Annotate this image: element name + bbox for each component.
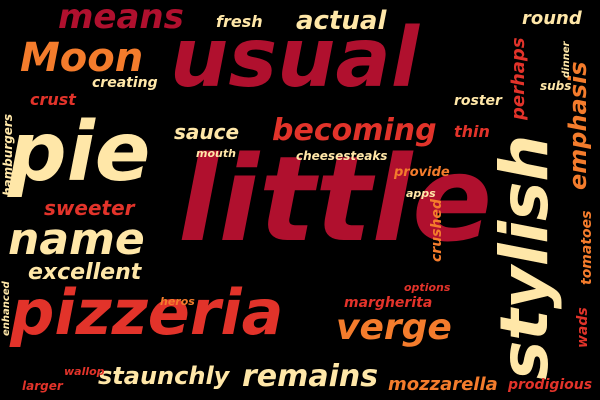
- word-mozzarella: mozzarella: [388, 374, 498, 395]
- word-roster: roster: [454, 93, 502, 109]
- word-prodigious: prodigious: [508, 377, 593, 393]
- word-thin: thin: [454, 122, 490, 141]
- word-mouth: mouth: [196, 147, 236, 160]
- word-excellent: excellent: [28, 260, 142, 285]
- word-heros: heros: [160, 295, 195, 308]
- word-dinner: dinner: [561, 41, 572, 78]
- word-perhaps: perhaps: [508, 37, 529, 120]
- word-wads: wads: [575, 307, 591, 348]
- word-hamburgers: hamburgers: [1, 114, 15, 196]
- word-options: options: [404, 281, 451, 294]
- word-crust: crust: [30, 90, 76, 109]
- word-wallop: wallop: [64, 365, 105, 378]
- word-crushed: crushed: [429, 199, 445, 262]
- word-creating: creating: [92, 75, 158, 91]
- word-round: round: [522, 8, 582, 29]
- word-fresh: fresh: [216, 12, 263, 31]
- word-sauce: sauce: [174, 120, 240, 144]
- word-tomatoes: tomatoes: [579, 210, 595, 285]
- word-moon: Moon: [20, 35, 144, 81]
- word-cheesesteaks: cheesesteaks: [296, 149, 388, 163]
- word-stylish: stylish: [486, 134, 563, 380]
- word-apps: apps: [406, 187, 436, 200]
- word-subs: subs: [540, 79, 572, 93]
- word-pie: pie: [8, 105, 151, 200]
- word-provide: provide: [394, 165, 450, 180]
- word-verge: verge: [336, 307, 452, 348]
- word-little: little: [178, 130, 493, 268]
- word-staunchly: staunchly: [98, 362, 230, 390]
- word-margherita: margherita: [344, 295, 433, 311]
- word-means: means: [58, 0, 184, 37]
- word-becoming: becoming: [272, 113, 437, 148]
- word-larger: larger: [22, 379, 63, 393]
- word-sweeter: sweeter: [44, 196, 135, 220]
- word-name: name: [8, 214, 145, 265]
- word-actual: actual: [296, 6, 387, 36]
- word-pizzeria: pizzeria: [10, 276, 284, 349]
- word-remains: remains: [242, 359, 379, 394]
- word-usual: usual: [170, 11, 420, 106]
- word-enhanced: enhanced: [1, 281, 12, 336]
